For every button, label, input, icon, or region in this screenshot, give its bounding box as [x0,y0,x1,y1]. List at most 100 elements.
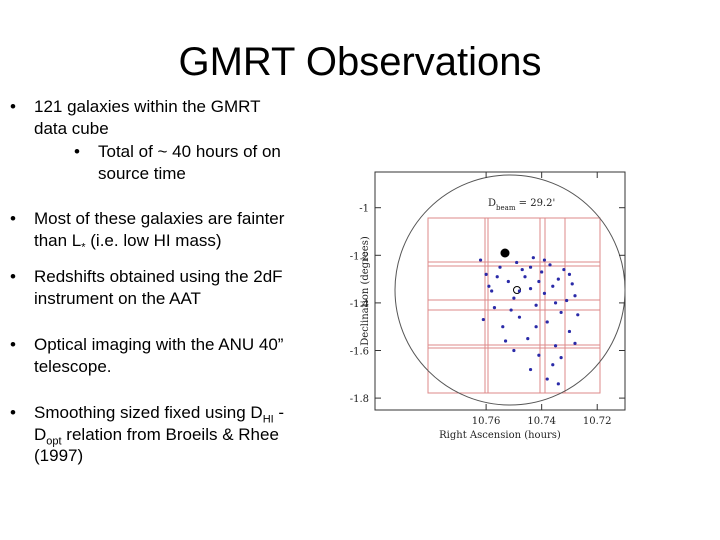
text-run: than L [34,230,82,250]
pointing-grid [427,217,601,394]
galaxy-point [573,294,577,298]
text-run: Redshifts obtained using the 2dF [34,267,283,286]
galaxy-point [556,382,560,386]
galaxy-point [542,258,547,262]
galaxy-point [501,325,505,329]
galaxy-point [506,279,510,284]
text-run: Smoothing sized fixed using D [34,403,263,422]
x-axis-label: Right Ascension (hours) [439,430,561,441]
galaxy-point [551,284,555,288]
center-marker [500,248,510,258]
galaxy-point [512,296,516,300]
galaxy-point [545,320,549,324]
galaxy-point [487,284,491,288]
text-run: relation from Broeils & Rhee [61,424,279,444]
galaxy-point [534,325,538,329]
y-tick-label: -1.4 [350,299,369,310]
text-run: Total of ~ 40 hours of on [98,142,281,161]
bullet-line: Total of ~ 40 hours of on [98,141,281,163]
text-run: Optical imaging with the ANU 40” [34,335,284,354]
galaxy-point [531,256,535,260]
galaxy-point [559,356,563,360]
bullet-line: (1997) [34,445,284,467]
y-axis-label: Declination (degrees) [360,236,371,346]
text-run: data cube [34,118,109,138]
galaxy-point [498,265,502,269]
text-run: telescope. [34,356,112,376]
galaxy-point [481,317,485,322]
bullet: Redshifts obtained using the 2dF instrume… [10,266,283,310]
galaxy-point [528,287,533,291]
galaxy-point [478,258,483,262]
bullet-line: data cube [34,118,260,140]
subscript: HI [262,413,274,426]
subscript: opt [46,434,62,447]
galaxy-point [565,298,569,303]
text-run: D [488,198,496,209]
bullet-line: telescope. [34,356,283,378]
galaxy-point [509,308,513,312]
galaxy-point [545,377,549,381]
galaxy-point [551,363,555,367]
galaxy-point [537,279,541,284]
galaxy-point [548,263,552,267]
bullet-line: Dopt relation from Broeils & Rhee [34,424,284,447]
galaxy-point [573,341,577,345]
bullet: 121 galaxies within the GMRT data cube [10,96,261,140]
bullet-line: Redshifts obtained using the 2dF [34,266,283,288]
galaxy-point [562,267,566,272]
text-run: instrument on the AAT [34,288,201,308]
galaxy-point [528,367,533,372]
galaxy-point [503,339,508,343]
subscript: * [81,240,86,253]
bullet-line: source time [98,163,281,185]
text-run: 121 galaxies within the GMRT [34,97,261,116]
galaxy-point [523,275,527,279]
text-run: - [273,403,285,422]
bullet-line: Optical imaging with the ANU 40” [34,334,283,356]
x-tick-label: 10.76 [472,416,501,427]
galaxy-point [553,301,558,305]
galaxy-point [520,267,524,272]
galaxy-point [537,353,541,357]
galaxy-point [517,289,522,293]
galaxy-point [542,291,547,295]
galaxy-point [553,344,558,348]
text-run: Most of these galaxies are fainter [34,209,285,228]
subscript: beam [496,204,516,212]
galaxy-point [515,260,519,265]
y-tick-label: -1.2 [350,251,369,262]
bullet-line: Smoothing sized fixed using DHI - [34,402,285,426]
galaxy-point [526,337,530,341]
bullet-line: Most of these galaxies are fainter [34,208,284,230]
bullet-line: instrument on the AAT [34,288,283,310]
text-run: D [34,424,47,444]
beam-circle [394,174,626,406]
galaxy-point [484,272,488,276]
galaxy-point [517,315,522,319]
text-run: (i.e. low HI mass) [85,230,222,250]
beam-label: Dbeam = 29.2' [488,198,555,212]
bullet-line: 121 galaxies within the GMRT [34,96,260,118]
galaxy-point [534,303,538,307]
galaxy-point [559,310,563,315]
text-run: source time [98,163,186,183]
text-run: (1997) [34,446,84,465]
galaxy-point [492,306,497,310]
galaxy-point [567,272,572,276]
galaxy-point [528,265,533,269]
text-run: = 29.2' [515,198,555,209]
galaxy-point [490,289,494,293]
galaxy-point [540,270,544,274]
galaxy-point [512,348,516,353]
slide-title: GMRT Observations [178,40,542,84]
sub-bullet: Total of ~ 40 hours of on source time [74,141,281,185]
y-tick-label: -1.8 [350,394,369,405]
galaxy-point [570,282,574,286]
bullet: Optical imaging with the ANU 40” telescop… [10,334,283,378]
x-tick-label: 10.74 [527,416,556,427]
y-tick-label: -1 [359,204,369,215]
galaxy-point [576,313,580,317]
